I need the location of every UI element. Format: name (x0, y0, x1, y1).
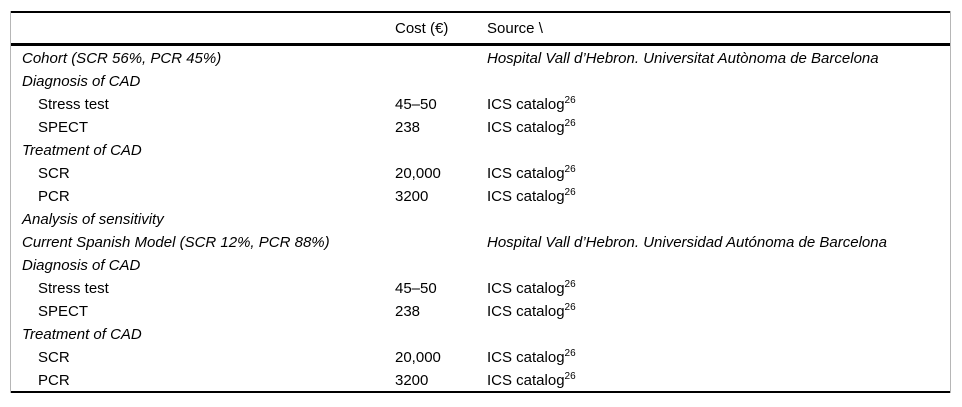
row-source-text: Hospital Vall d’Hebron. Universidad Autó… (487, 234, 887, 251)
table-row: SCR 20,000 ICS catalog26 (11, 162, 950, 185)
row-cost: 238 (395, 303, 421, 320)
row-source: ICS catalog26 (487, 116, 950, 139)
header-cost-column: Cost (€) (395, 19, 449, 37)
row-source: ICS catalog26 (487, 369, 950, 392)
row-cost (395, 47, 487, 70)
row-cost: 45–50 (395, 96, 437, 113)
row-label: PCR (38, 372, 70, 389)
row-source: ICS catalog26 (487, 346, 950, 369)
row-source: Hospital Vall d’Hebron. Universidad Autó… (487, 231, 950, 254)
row-source-text: ICS catalog (487, 188, 565, 205)
row-label: Cohort (SCR 56%, PCR 45%) (22, 50, 222, 67)
row-source (487, 139, 950, 162)
table-row: Treatment of CAD (11, 323, 950, 346)
row-label: PCR (38, 188, 70, 205)
table-row: SPECT 238 ICS catalog26 (11, 300, 950, 323)
row-cost: 20,000 (395, 349, 441, 366)
row-cost: 20,000 (395, 165, 441, 182)
table-row: Diagnosis of CAD (11, 70, 950, 93)
table-bottom-rule (11, 391, 950, 393)
row-label: SPECT (38, 119, 89, 136)
row-label: SCR (38, 165, 70, 182)
row-source-superscript: 26 (564, 302, 576, 313)
row-cost: 45–50 (395, 280, 437, 297)
row-source-superscript: 26 (564, 187, 576, 198)
table-row: SCR 20,000 ICS catalog26 (11, 346, 950, 369)
table-row: Stress test 45–50 ICS catalog26 (11, 93, 950, 116)
header-source-column: Source \ (487, 19, 543, 37)
row-source (487, 323, 950, 346)
row-source-text: ICS catalog (487, 349, 565, 366)
row-label: Diagnosis of CAD (22, 73, 141, 90)
row-cost (395, 323, 487, 346)
row-cost (395, 208, 487, 231)
row-label: Stress test (38, 96, 109, 113)
table-row: PCR 3200 ICS catalog26 (11, 369, 950, 392)
row-source-superscript: 26 (564, 348, 576, 359)
row-label: SPECT (38, 303, 89, 320)
row-source-superscript: 26 (564, 118, 576, 129)
row-source (487, 208, 950, 231)
row-source: Hospital Vall d’Hebron. Universitat Autò… (487, 47, 950, 70)
row-label: Analysis of sensitivity (22, 211, 164, 228)
row-source-text: ICS catalog (487, 280, 565, 297)
table-row: PCR 3200 ICS catalog26 (11, 185, 950, 208)
table-header-row: Cost (€) Source \ (11, 11, 950, 46)
table-row: Treatment of CAD (11, 139, 950, 162)
row-source-text: Hospital Vall d’Hebron. Universitat Autò… (487, 50, 879, 67)
table-body: Cohort (SCR 56%, PCR 45%) Hospital Vall … (11, 46, 950, 392)
table-row: Stress test 45–50 ICS catalog26 (11, 277, 950, 300)
table-row: Diagnosis of CAD (11, 254, 950, 277)
row-source-text: ICS catalog (487, 119, 565, 136)
table-row: Cohort (SCR 56%, PCR 45%) Hospital Vall … (11, 47, 950, 70)
row-cost: 3200 (395, 372, 429, 389)
row-source-text: ICS catalog (487, 96, 565, 113)
row-cost (395, 139, 487, 162)
row-source-text: ICS catalog (487, 372, 565, 389)
row-label: Diagnosis of CAD (22, 257, 141, 274)
row-source-text: ICS catalog (487, 303, 565, 320)
row-cost: 238 (395, 119, 421, 136)
row-source-superscript: 26 (564, 371, 576, 382)
row-cost (395, 231, 487, 254)
row-source: ICS catalog26 (487, 185, 950, 208)
row-cost: 3200 (395, 188, 429, 205)
row-label: Stress test (38, 280, 109, 297)
row-cost (395, 70, 487, 93)
row-source: ICS catalog26 (487, 162, 950, 185)
table-row: Analysis of sensitivity (11, 208, 950, 231)
row-source (487, 70, 950, 93)
row-label: Current Spanish Model (SCR 12%, PCR 88%) (22, 234, 330, 251)
table-row: SPECT 238 ICS catalog26 (11, 116, 950, 139)
row-source (487, 254, 950, 277)
row-source: ICS catalog26 (487, 93, 950, 116)
row-label: SCR (38, 349, 70, 366)
row-cost (395, 254, 487, 277)
row-source-superscript: 26 (564, 95, 576, 106)
row-source-text: ICS catalog (487, 165, 565, 182)
costs-table: Cost (€) Source \ Cohort (SCR 56%, PCR 4… (10, 11, 951, 393)
table-row: Current Spanish Model (SCR 12%, PCR 88%)… (11, 231, 950, 254)
row-label: Treatment of CAD (22, 326, 142, 343)
row-source-superscript: 26 (564, 164, 576, 175)
row-label: Treatment of CAD (22, 142, 142, 159)
row-source-superscript: 26 (564, 279, 576, 290)
row-source: ICS catalog26 (487, 277, 950, 300)
row-source: ICS catalog26 (487, 300, 950, 323)
